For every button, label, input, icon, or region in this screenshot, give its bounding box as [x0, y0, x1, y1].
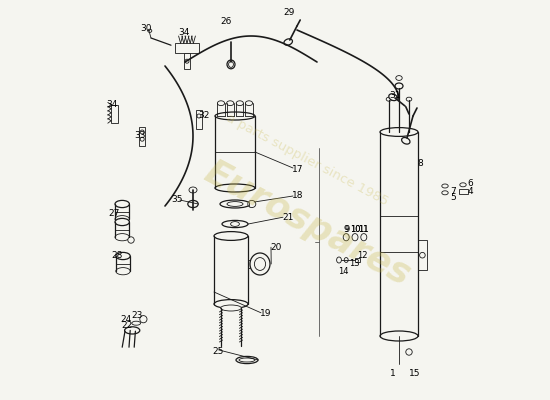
Ellipse shape	[442, 184, 448, 188]
Bar	[418, 240, 427, 270]
Ellipse shape	[255, 258, 266, 270]
Text: 20: 20	[271, 243, 282, 252]
Bar	[459, 189, 468, 194]
Ellipse shape	[215, 184, 255, 192]
Text: 29: 29	[283, 8, 295, 17]
Bar	[175, 43, 199, 53]
Ellipse shape	[442, 191, 448, 195]
Ellipse shape	[214, 300, 248, 308]
Ellipse shape	[395, 83, 403, 89]
Ellipse shape	[460, 183, 466, 187]
Text: 11: 11	[359, 226, 369, 234]
Ellipse shape	[227, 202, 243, 206]
Ellipse shape	[227, 101, 234, 106]
Ellipse shape	[248, 200, 256, 208]
Ellipse shape	[396, 76, 402, 80]
Text: 27: 27	[108, 210, 120, 218]
Ellipse shape	[115, 234, 129, 241]
Ellipse shape	[221, 305, 241, 311]
Ellipse shape	[189, 187, 197, 193]
Text: 9: 9	[344, 226, 349, 234]
Bar	[355, 258, 360, 262]
Text: 24: 24	[120, 316, 132, 324]
Text: 1: 1	[390, 370, 396, 378]
Bar	[196, 110, 202, 129]
Ellipse shape	[132, 321, 141, 325]
Ellipse shape	[220, 200, 250, 208]
Ellipse shape	[236, 356, 258, 364]
Ellipse shape	[188, 200, 198, 208]
Ellipse shape	[217, 101, 224, 106]
Text: 8: 8	[417, 160, 423, 168]
Text: 35: 35	[171, 196, 183, 204]
Ellipse shape	[284, 39, 293, 45]
Bar	[111, 105, 118, 123]
Ellipse shape	[222, 220, 248, 228]
Text: 32: 32	[198, 112, 210, 120]
Text: 9: 9	[344, 226, 350, 234]
Ellipse shape	[344, 258, 348, 262]
Text: 30: 30	[140, 24, 152, 33]
Ellipse shape	[386, 97, 392, 101]
Ellipse shape	[343, 234, 349, 241]
Ellipse shape	[116, 268, 130, 275]
Text: 14: 14	[339, 268, 349, 276]
Ellipse shape	[214, 232, 248, 240]
Text: 11: 11	[358, 226, 368, 234]
Ellipse shape	[125, 327, 140, 334]
Text: 25: 25	[212, 347, 223, 356]
Text: 12: 12	[357, 252, 367, 260]
Ellipse shape	[250, 253, 270, 275]
Ellipse shape	[245, 101, 252, 106]
Ellipse shape	[361, 234, 367, 241]
Ellipse shape	[236, 101, 244, 106]
Ellipse shape	[227, 60, 235, 69]
Text: 28: 28	[111, 252, 123, 260]
Text: 15: 15	[409, 370, 421, 378]
Text: 26: 26	[221, 18, 232, 26]
Text: 21: 21	[282, 213, 294, 222]
Ellipse shape	[337, 257, 342, 263]
Text: 6: 6	[468, 180, 473, 188]
Text: Eurospares: Eurospares	[198, 155, 416, 293]
Ellipse shape	[116, 252, 130, 260]
Text: 13: 13	[349, 260, 360, 268]
Text: 10: 10	[350, 226, 360, 234]
Ellipse shape	[389, 94, 397, 101]
Bar	[139, 127, 145, 146]
Ellipse shape	[230, 222, 239, 226]
Ellipse shape	[380, 331, 418, 341]
Circle shape	[128, 237, 134, 243]
Ellipse shape	[239, 358, 255, 362]
Ellipse shape	[229, 61, 233, 67]
Circle shape	[140, 316, 147, 323]
Text: a parts supplier since 1985: a parts supplier since 1985	[224, 112, 390, 208]
Ellipse shape	[115, 216, 129, 223]
Ellipse shape	[115, 218, 129, 226]
Text: 31: 31	[389, 92, 401, 100]
Ellipse shape	[215, 112, 255, 120]
Text: 34: 34	[106, 100, 118, 109]
Ellipse shape	[402, 138, 410, 144]
Ellipse shape	[380, 128, 418, 136]
Ellipse shape	[115, 200, 129, 208]
Text: 4: 4	[468, 187, 473, 196]
Text: 33: 33	[134, 132, 146, 140]
Bar	[184, 53, 190, 69]
Text: 23: 23	[131, 312, 142, 320]
Text: 10: 10	[350, 226, 360, 234]
Text: 22: 22	[122, 322, 133, 330]
Ellipse shape	[406, 97, 412, 101]
Text: 18: 18	[293, 192, 304, 200]
Text: 34: 34	[179, 28, 190, 37]
Text: 19: 19	[261, 310, 272, 318]
Ellipse shape	[352, 234, 358, 241]
Text: 17: 17	[293, 165, 304, 174]
Text: 5: 5	[450, 194, 456, 202]
Text: 7: 7	[450, 187, 456, 196]
